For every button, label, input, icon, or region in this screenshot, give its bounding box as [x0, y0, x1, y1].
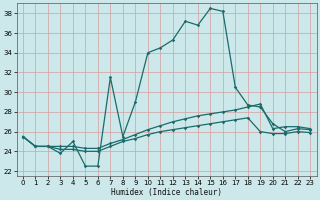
X-axis label: Humidex (Indice chaleur): Humidex (Indice chaleur): [111, 188, 222, 197]
